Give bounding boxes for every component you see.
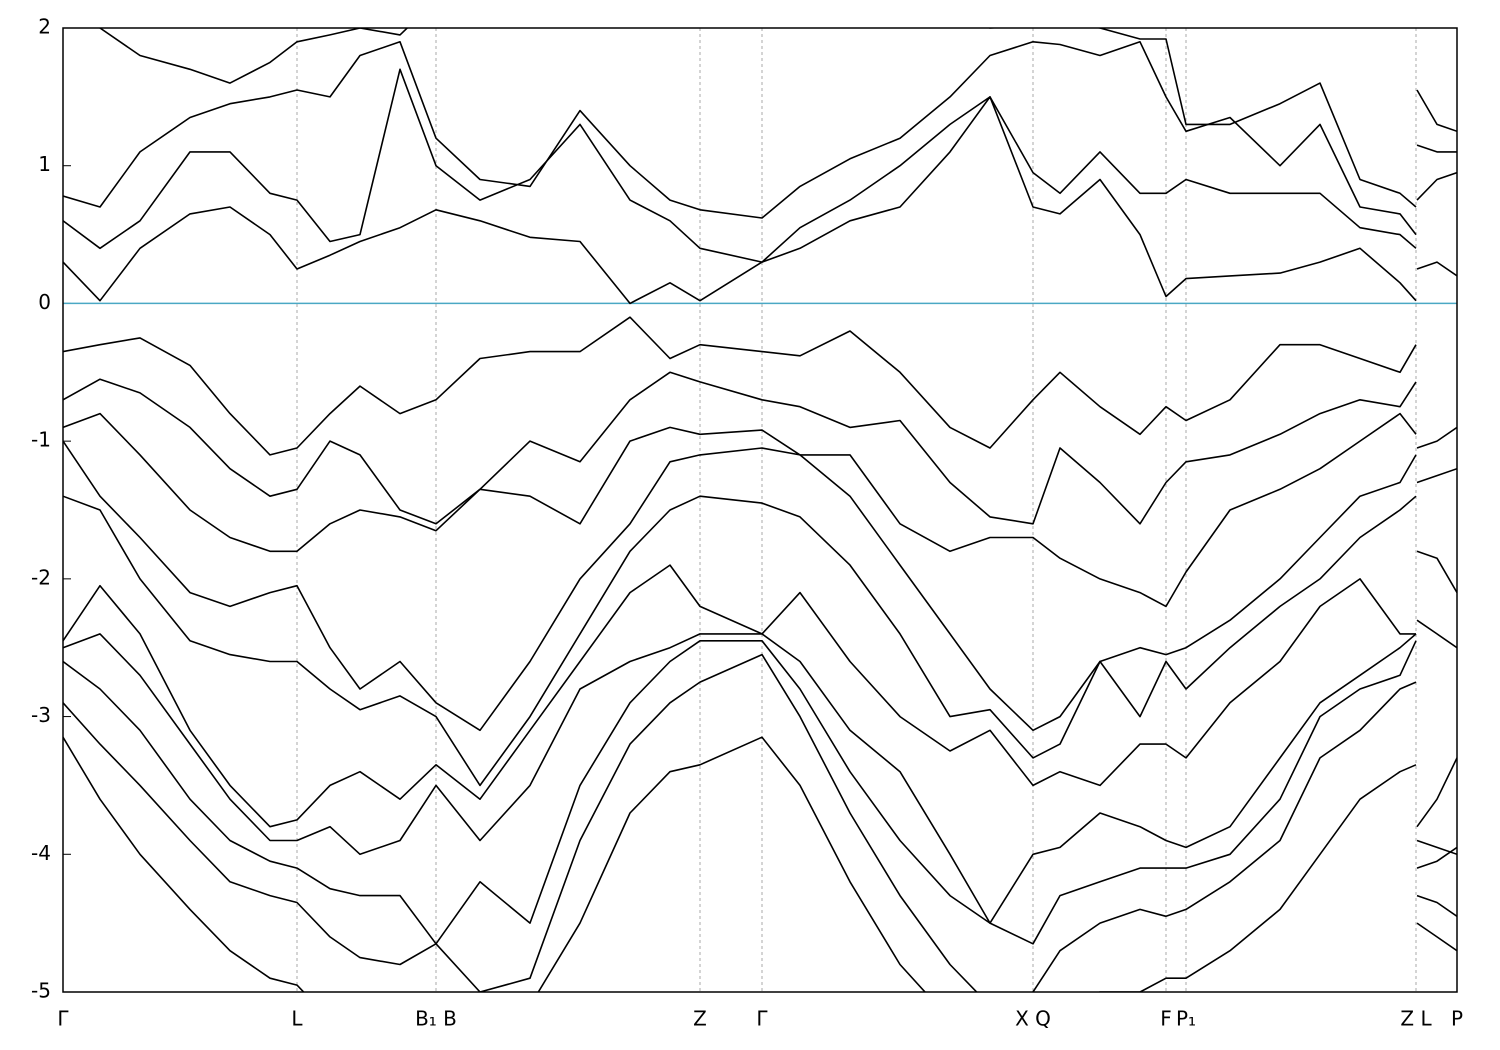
x-tick-label: P <box>1451 1007 1463 1031</box>
x-tick-label: P₁ <box>1176 1007 1196 1031</box>
band-line <box>63 440 1457 732</box>
x-tick-label: B₁ B <box>415 1007 457 1031</box>
x-tick-label: X Q <box>1015 1007 1051 1031</box>
band-line <box>63 412 1457 608</box>
band-line <box>63 41 1457 236</box>
x-tick-label: Γ <box>57 1007 69 1031</box>
x-tick-label: F <box>1160 1007 1172 1031</box>
band-line <box>63 495 1457 828</box>
band-line <box>63 640 1457 945</box>
band-line <box>63 316 1457 456</box>
y-tick-label: 1 <box>38 152 51 176</box>
band-line <box>63 371 1457 525</box>
plot-frame <box>62 27 1458 993</box>
x-tick-label: Z L <box>1400 1007 1432 1031</box>
band-line <box>98 28 1457 208</box>
band-line <box>63 564 1457 856</box>
band-line <box>63 736 1417 992</box>
grid <box>63 27 1417 993</box>
y-tick-label: -5 <box>31 979 51 1003</box>
band-line <box>63 96 1457 305</box>
x-tick-label: L <box>291 1007 303 1031</box>
bands <box>63 28 1457 992</box>
band-line <box>63 68 1457 263</box>
y-tick-label: -4 <box>31 841 51 865</box>
x-tick-label: Z <box>693 1007 707 1031</box>
y-tick-label: -1 <box>31 428 51 452</box>
y-tick-label: -2 <box>31 565 51 589</box>
band-line <box>63 653 1457 992</box>
y-tick-label: 0 <box>38 290 51 314</box>
x-tick-label: Γ <box>756 1007 768 1031</box>
band-line <box>63 633 1457 924</box>
y-tick-label: 2 <box>38 15 51 39</box>
y-tick-label: -3 <box>31 703 51 727</box>
